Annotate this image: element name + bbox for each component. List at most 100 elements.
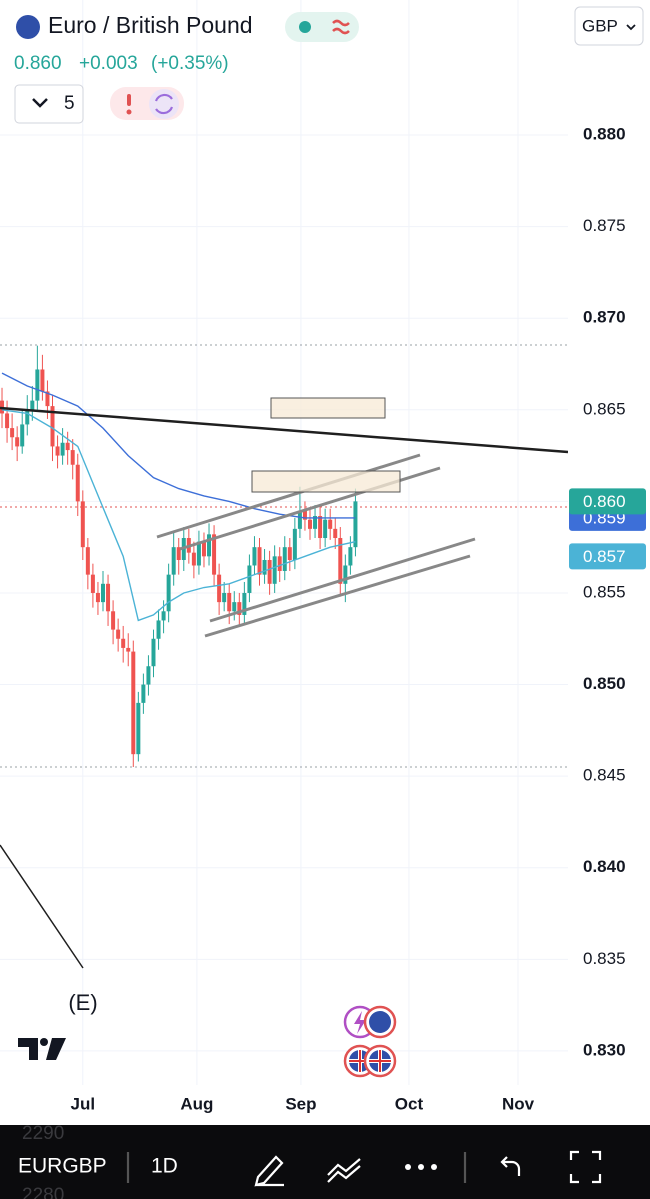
candle-body: [161, 611, 166, 621]
price-label-box: [569, 543, 646, 570]
zone-box: [270, 397, 386, 419]
candle-body: [302, 510, 307, 520]
candle-body: [95, 592, 100, 603]
channel: [156, 453, 476, 638]
y-tick-label: 0.880: [583, 124, 626, 143]
toolbar-interval[interactable]: 1D: [151, 1155, 178, 1178]
candle-body: [166, 574, 171, 612]
candle-body: [15, 437, 20, 447]
candle-body: [50, 406, 55, 447]
y-tick-label: 0.830: [583, 1040, 626, 1059]
candle-body: [146, 666, 151, 685]
candle-body: [176, 547, 181, 560]
candle-body: [5, 413, 10, 429]
candle-body: [212, 534, 217, 575]
candle-body: [111, 611, 116, 630]
x-tick-label: Oct: [395, 1094, 424, 1113]
alerts-count: 5: [64, 93, 75, 114]
trend-line: [0, 844, 84, 969]
candle-body: [348, 547, 353, 566]
y-tick-label: 0.840: [583, 857, 626, 876]
candle-body: [207, 534, 212, 557]
candle-body: [121, 638, 126, 648]
candle-body: [227, 592, 232, 612]
ghost-label: 2290: [22, 1123, 64, 1144]
candle-body: [45, 391, 50, 407]
candle-body: [126, 647, 131, 652]
candle-body: [282, 547, 287, 571]
candle-body: [141, 684, 146, 703]
candle-body: [70, 450, 75, 465]
candle-body: [313, 516, 318, 529]
candle-body: [201, 541, 206, 557]
candle-body: [262, 559, 267, 575]
y-tick-label: 0.870: [583, 308, 626, 327]
x-tick-label: Aug: [180, 1094, 213, 1113]
wave-label: (E): [68, 990, 97, 1015]
more-icon[interactable]: [405, 1164, 437, 1170]
candle-body: [90, 574, 95, 593]
x-tick-label: Nov: [502, 1094, 535, 1113]
candle-body: [237, 602, 242, 615]
candle-body: [196, 541, 201, 566]
channel-line: [209, 537, 476, 623]
candle-body: [100, 583, 105, 603]
candle-body: [80, 501, 85, 548]
fullscreen-icon[interactable]: [569, 1150, 602, 1184]
draw-icon[interactable]: [254, 1155, 284, 1187]
candle-body: [297, 510, 302, 529]
candle-body: [308, 519, 313, 529]
x-tick-label: Sep: [285, 1094, 316, 1113]
trend-line: [0, 406, 569, 454]
currency-selector[interactable]: [574, 6, 644, 46]
undo-icon[interactable]: [500, 1156, 521, 1176]
candle-body: [272, 556, 277, 584]
candle-body: [171, 547, 176, 575]
series: [0, 345, 358, 767]
y-tick-label: 0.875: [583, 216, 626, 235]
x-tick-label: Jul: [71, 1094, 96, 1113]
candle-body: [277, 556, 282, 571]
candle-body: [232, 602, 237, 612]
candle-body: [75, 464, 80, 502]
candle-body: [35, 369, 40, 401]
toolbar-symbol[interactable]: EURGBP: [18, 1155, 107, 1178]
channel-line: [156, 453, 421, 539]
candle-body: [116, 629, 121, 639]
candle-body: [247, 565, 252, 593]
y-tick-label: 0.865: [583, 399, 626, 418]
price-label: 0.860: [583, 492, 626, 511]
candle-body: [222, 592, 227, 603]
grid: [0, 0, 568, 1085]
toolbar: [0, 1125, 650, 1199]
candle-body: [257, 547, 262, 575]
candle-body: [60, 442, 65, 456]
candle-body: [323, 519, 328, 539]
price-label: 0.857: [583, 547, 626, 566]
moving-average: [1, 409, 356, 622]
alerts-toggle[interactable]: [14, 84, 84, 124]
candle-body: [267, 559, 272, 584]
moving-average: [1, 372, 356, 519]
candle-body: [131, 651, 136, 755]
header: Euro / British Pound 0.860 +0.003 (+0.35…: [14, 6, 644, 124]
candle-body: [25, 409, 30, 425]
candle-body: [106, 583, 111, 612]
candle-body: [333, 528, 338, 539]
y-tick-label: 0.845: [583, 766, 626, 785]
candle-body: [40, 369, 45, 392]
y-tick-label: 0.850: [583, 674, 626, 693]
currency: GBP: [582, 16, 618, 35]
candle-body: [10, 428, 15, 438]
toolbar-icons: [126, 1150, 602, 1187]
candle-body: [20, 424, 25, 447]
candle-body: [318, 516, 323, 539]
candle-body: [328, 519, 333, 529]
candle-body: [151, 638, 156, 667]
indicators-icon[interactable]: [327, 1158, 361, 1183]
symbol-flag: [16, 15, 40, 39]
candle-body: [30, 400, 35, 410]
candle-body: [191, 552, 196, 566]
